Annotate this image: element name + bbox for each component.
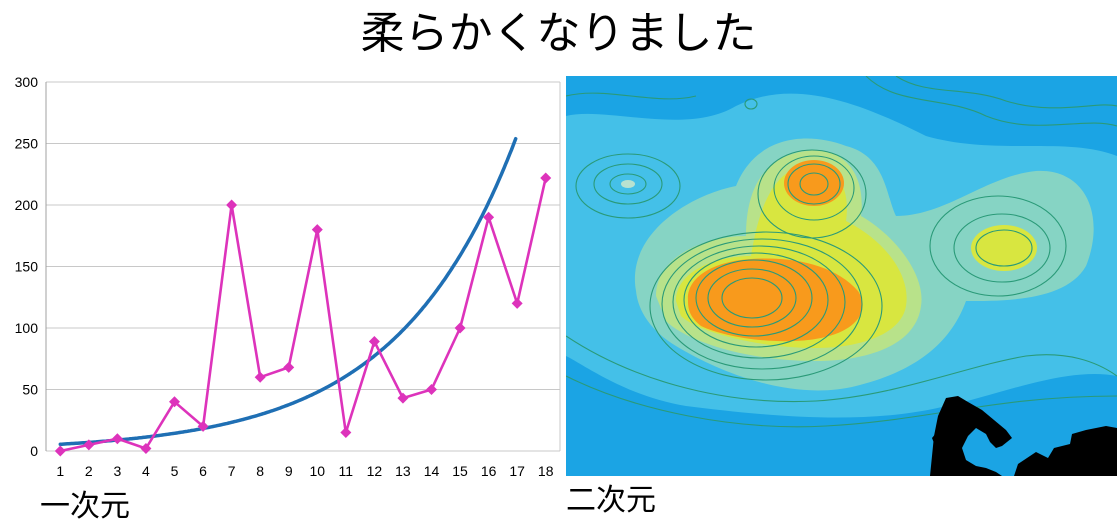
data-point-marker [368,336,380,348]
chart-caption-2d: 二次元 [566,483,656,518]
x-tick-label: 15 [452,463,468,479]
data-point-marker [111,433,123,445]
y-tick-label: 100 [15,320,39,336]
contour-line [895,76,1117,109]
trend-line [58,136,518,446]
data-point-marker [540,172,552,184]
contour-heatmap [566,76,1117,476]
x-tick-label: 14 [424,463,440,479]
chart-gridlines [45,81,561,452]
contour-line [975,229,1033,267]
contour-line [683,252,829,348]
contour-line [566,335,1117,403]
x-tick-label: 6 [199,463,207,479]
page-title: 柔らかくなりました [360,8,757,59]
chart-caption-1d: 一次元 [40,489,130,524]
contour-line [661,238,863,370]
data-point-marker [226,199,238,211]
data-point-marker [311,224,323,236]
series-group [54,172,552,457]
x-tick-label: 10 [309,463,325,479]
data-point-marker [83,439,95,451]
x-tick-label: 11 [339,463,354,479]
x-tick-label: 3 [113,463,121,479]
contour-line [757,149,867,239]
trend-line-group [58,136,518,446]
data-point-marker [426,384,437,395]
contour-line [609,173,647,195]
small-peak [621,180,635,188]
y-axis-ticks: 0 50 100 150 200 250 300 [15,74,39,459]
contour-line [865,76,1117,127]
contour-line [929,195,1067,297]
data-point-marker [283,361,295,373]
y-tick-label: 200 [15,197,39,213]
y-tick-label: 150 [15,259,39,275]
region-orange-small [784,160,844,206]
contour-line [744,98,758,110]
y-tick-label: 50 [22,382,38,398]
contour-line [575,153,681,219]
data-point-marker [169,396,180,408]
x-tick-label: 9 [285,463,293,479]
contour-line [773,155,855,221]
contour-line [566,92,697,100]
contour-line [695,259,813,337]
y-tick-label: 300 [15,74,39,90]
region-orange-large [687,258,863,342]
region-yellow-small [971,225,1037,271]
contour-line [672,245,846,359]
x-tick-label: 1 [56,463,64,479]
x-tick-label: 16 [481,463,497,479]
black-silhouette [930,396,1117,476]
series-line [60,177,547,453]
data-point-marker [340,427,352,439]
y-tick-label: 250 [15,136,39,152]
x-tick-label: 8 [256,463,264,479]
contour-line [649,231,883,381]
contour-line [787,163,841,205]
contour-line [593,163,663,205]
contour-lines [566,76,1117,428]
data-point-marker [511,297,523,309]
y-tick-label: 0 [30,443,38,459]
x-tick-label: 2 [85,463,93,479]
contour-line [799,172,829,196]
x-axis-ticks: 1 2 3 4 5 6 7 8 9 10 11 12 13 14 15 16 17 18 [56,463,553,479]
data-point-marker [454,322,466,334]
data-point-marker [197,420,209,432]
data-point-marker [254,371,266,383]
data-point-marker [140,443,152,455]
data-point-marker [397,392,409,404]
x-tick-label: 13 [395,463,411,479]
x-tick-label: 12 [367,463,383,479]
contour-line [566,375,1117,428]
contour-line [953,213,1051,283]
x-tick-label: 4 [142,463,150,479]
contour-line [707,268,797,328]
contour-line [721,277,783,319]
x-tick-label: 7 [228,463,236,479]
x-tick-label: 18 [538,463,554,479]
x-tick-label: 5 [171,463,179,479]
data-point-marker [483,211,495,223]
x-tick-label: 17 [509,463,525,479]
data-point-marker [54,445,66,457]
